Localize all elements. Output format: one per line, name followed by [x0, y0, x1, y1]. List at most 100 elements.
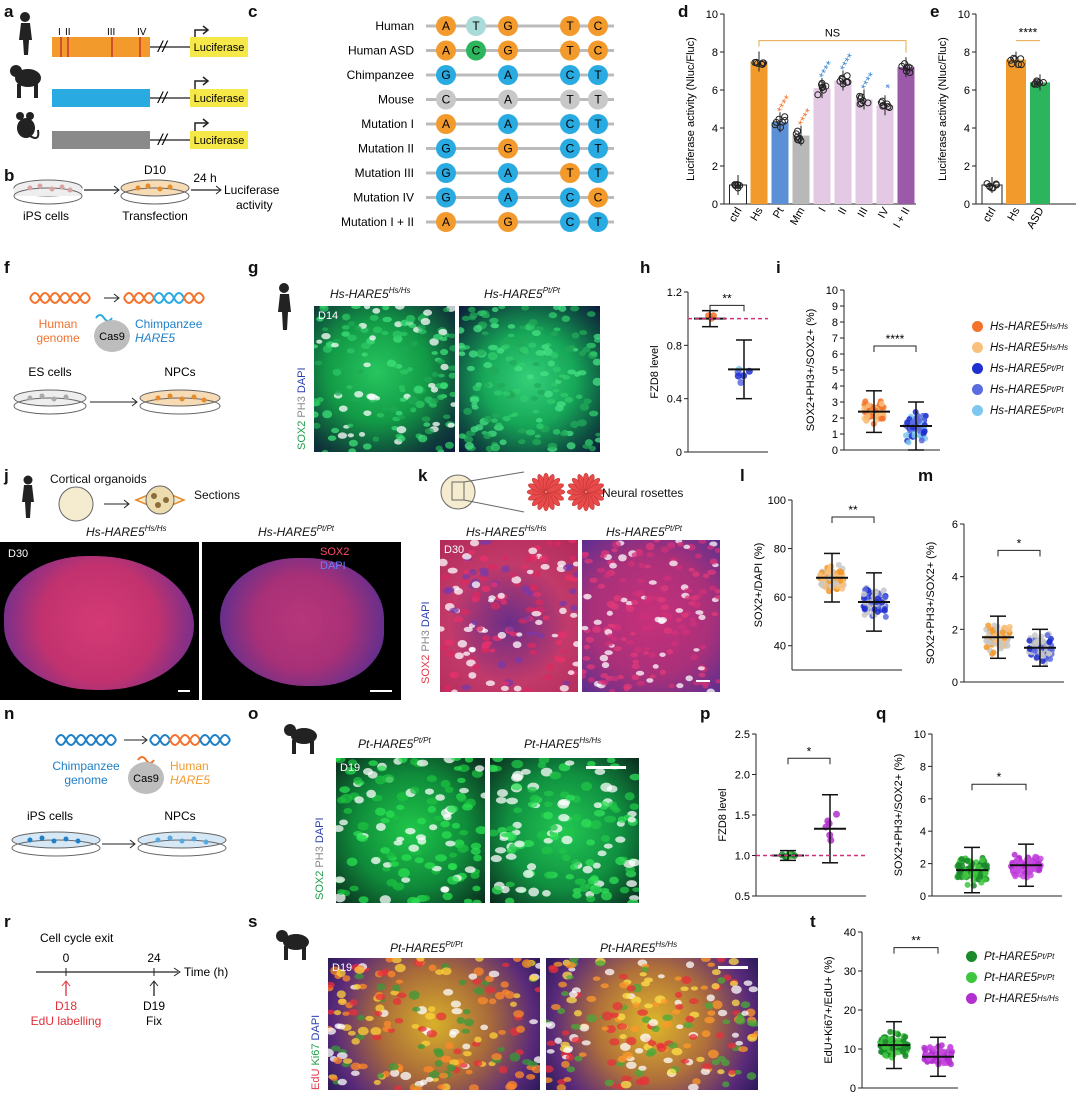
cell-nucleus: [387, 970, 396, 978]
y-tick-label: 3: [832, 397, 838, 409]
data-point: [962, 873, 969, 880]
cell-nucleus: [316, 316, 324, 322]
cell-nucleus: [648, 580, 657, 585]
cell-nucleus: [446, 805, 459, 813]
cell-nucleus: [371, 1034, 382, 1041]
data-point: [881, 606, 888, 613]
svg-text:Human: Human: [170, 759, 209, 773]
base-letter-1-4: C: [594, 44, 603, 58]
cell-nucleus: [570, 420, 579, 429]
cell-nucleus: [627, 560, 636, 567]
cell-nucleus: [520, 336, 528, 341]
data-point: [906, 68, 914, 76]
cell-nucleus: [543, 871, 555, 879]
cell-nucleus: [537, 632, 545, 639]
cell-nucleus: [556, 401, 566, 408]
y-tick-label: 1: [832, 429, 838, 441]
base-circle-2-0: [436, 65, 456, 85]
base-letter-3-1: A: [504, 93, 512, 107]
cell-nucleus: [562, 680, 571, 686]
x-tick-label-3: Mm: [788, 206, 808, 228]
base-letter-4-1: A: [504, 117, 512, 131]
significance-stars: ****: [795, 106, 817, 129]
cell-nucleus: [444, 786, 454, 793]
cell-nucleus: [461, 803, 473, 811]
cell-nucleus: [448, 852, 458, 858]
y-tick-label: 9: [832, 301, 838, 313]
cell-nucleus: [481, 331, 489, 336]
panel-label-a: a: [4, 2, 14, 21]
base-letter-8-1: G: [503, 215, 512, 229]
cell-nucleus: [604, 968, 615, 976]
cell-nucleus: [357, 1014, 365, 1021]
cell-nucleus: [360, 327, 369, 333]
cell-nucleus: [623, 685, 631, 692]
stain-dapi-j: DAPI: [320, 560, 346, 572]
data-point: [1012, 873, 1019, 880]
cell-nucleus: [468, 569, 477, 576]
cell-nucleus: [553, 961, 563, 967]
cell-nucleus: [574, 371, 581, 377]
sig-bracket: [709, 304, 745, 312]
data-point: [1000, 629, 1007, 636]
panel-j-day: D30: [8, 548, 29, 560]
cell-nucleus: [582, 674, 586, 679]
y-tick-label: 6: [964, 85, 970, 97]
cell-nucleus: [417, 434, 428, 443]
cell-nucleus: [440, 645, 449, 651]
row-label-6: Mutation III: [355, 166, 414, 180]
cell-nucleus: [496, 347, 505, 354]
cell-nucleus: [605, 1025, 616, 1034]
cell-nucleus: [501, 565, 511, 573]
panel-i-scatter: 0 1 2 3 4 5 6 7 8 9 10 SOX2+PH3+/SOX2+ (%) ****: [805, 285, 940, 457]
y-tick-label: 1.5: [735, 810, 750, 822]
cell-nucleus: [336, 893, 346, 903]
cell-nucleus: [522, 687, 533, 692]
y-tick-label: 20: [844, 1005, 856, 1017]
cell-nucleus: [479, 575, 488, 582]
cell-nucleus: [382, 316, 392, 323]
data-point: [1033, 638, 1040, 645]
data-point: [947, 1061, 954, 1068]
cell-nucleus: [322, 327, 329, 332]
cell-nucleus: [469, 540, 480, 547]
human-icon: [19, 12, 32, 55]
svg-text:IV: IV: [137, 27, 147, 38]
y-axis-label: EdU+Ki67+/EdU+ (%): [823, 956, 835, 1063]
base-letter-0-4: C: [594, 19, 603, 33]
panel-f-cells1: ES cells: [28, 365, 71, 379]
cell-nucleus: [674, 976, 682, 981]
cell-nucleus: [593, 802, 602, 809]
y-tick-label: 30: [844, 966, 856, 978]
panel-p-scatter: 0.5 1.0 1.5 2.0 2.5 FZD8 level *: [717, 729, 866, 903]
cell-nucleus: [715, 679, 720, 684]
svg-text:Fix: Fix: [146, 1014, 162, 1028]
cell-nucleus: [707, 569, 717, 576]
cell-nucleus: [473, 854, 482, 862]
cell-nucleus: [478, 567, 489, 574]
cell-nucleus: [579, 884, 589, 892]
base-circle-1-3: [560, 40, 580, 61]
cell-nucleus: [506, 825, 517, 832]
y-tick-label: 6: [832, 349, 838, 361]
base-circle-6-3: [588, 163, 608, 183]
cell-nucleus: [714, 547, 720, 554]
svg-text:D18: D18: [55, 999, 77, 1013]
cell-nucleus: [615, 856, 626, 866]
cell-nucleus: [396, 792, 409, 802]
base-letter-6-2: T: [566, 166, 574, 180]
y-tick-label: 0: [850, 1083, 856, 1094]
cell-nucleus: [336, 825, 344, 833]
cell-nucleus: [358, 432, 366, 437]
cell-nucleus: [564, 345, 575, 353]
cell-nucleus: [509, 1052, 521, 1062]
cell-nucleus: [682, 628, 691, 636]
cell-nucleus: [342, 1011, 350, 1016]
svg-text:Human: Human: [39, 317, 78, 331]
cell-nucleus: [701, 1062, 713, 1070]
cell-nucleus: [662, 1020, 672, 1028]
cell-nucleus: [685, 675, 693, 682]
svg-text:Luciferase: Luciferase: [194, 42, 245, 54]
x-tick-label-1: Hs: [748, 205, 765, 223]
legend-t-label: Pt-HARE5: [984, 992, 1038, 1005]
